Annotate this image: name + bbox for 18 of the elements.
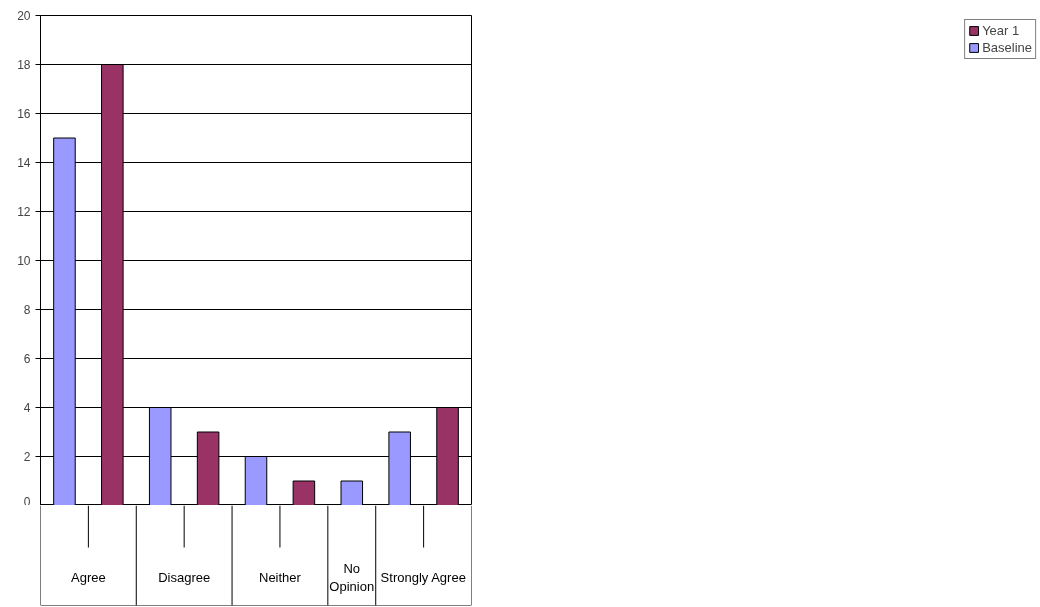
x-tick-label: Strongly Agree <box>380 570 466 585</box>
x-tick-label: Neither <box>258 570 302 585</box>
y-tick-label: 12 <box>17 205 31 219</box>
y-tick-label: 20 <box>17 9 31 23</box>
x-tick-label: Disagree <box>158 570 211 585</box>
legend-label: Year 1 <box>982 23 1020 38</box>
y-tick-label: 14 <box>17 156 31 170</box>
legend-label: Baseline <box>982 40 1032 55</box>
y-tick-label: 10 <box>17 254 31 268</box>
y-tick-label: 4 <box>23 401 31 415</box>
y-tick-label: 6 <box>23 352 31 366</box>
x-tick-label: Agree <box>71 570 106 585</box>
y-tick-label: 2 <box>23 450 31 464</box>
y-tick-label: 18 <box>17 58 31 72</box>
x-tick-label: No Opinion <box>329 561 375 594</box>
y-tick-label: 16 <box>17 107 31 121</box>
y-tick-label: 0 <box>23 494 31 509</box>
y-tick-label: 8 <box>23 303 31 317</box>
